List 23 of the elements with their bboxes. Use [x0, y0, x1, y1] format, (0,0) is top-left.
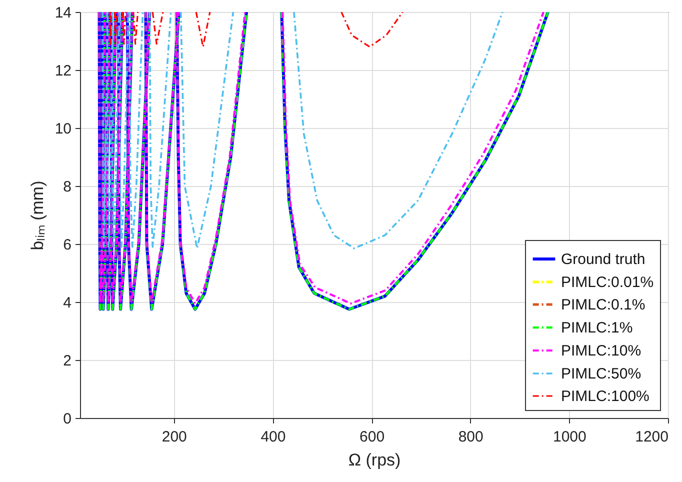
y-tick-label: 6 [63, 236, 72, 254]
y-tick-label: 8 [63, 178, 72, 196]
x-tick-label: 1200 [635, 428, 668, 446]
legend-label: PIMLC:50% [561, 366, 642, 382]
y-tick-label: 12 [54, 62, 72, 80]
x-tick-label: 600 [360, 428, 385, 446]
x-tick-label: 1000 [552, 428, 586, 446]
legend-label: PIMLC:1% [561, 320, 633, 336]
x-tick-label: 800 [458, 428, 484, 446]
legend-label: Ground truth [561, 251, 646, 268]
x-axis-title: Ω (rps) [348, 450, 401, 470]
legend-label: PIMLC:0.01% [561, 274, 654, 291]
x-tick-label: 400 [260, 428, 286, 446]
y-tick-label: 0 [63, 410, 72, 428]
x-tick-label: 200 [162, 428, 187, 446]
legend-label: PIMLC:100% [561, 388, 650, 405]
y-axis-title: bₗᵢₘ (mm) [28, 180, 47, 250]
y-tick-label: 10 [54, 120, 72, 138]
y-tick-label: 4 [63, 294, 72, 312]
y-tick-label: 14 [54, 4, 72, 22]
legend-label: PIMLC:10% [561, 342, 642, 360]
y-tick-label: 2 [63, 352, 72, 370]
legend-label: PIMLC:0.1% [561, 296, 646, 314]
